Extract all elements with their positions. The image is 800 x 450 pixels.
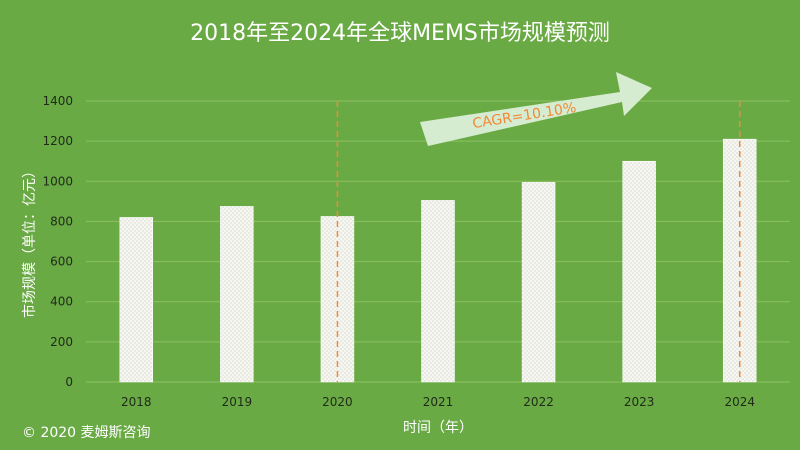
y-tick-label: 1200 <box>42 134 73 148</box>
y-tick-label: 400 <box>50 295 73 309</box>
x-tick-label: 2023 <box>624 395 655 409</box>
bar <box>622 160 656 383</box>
y-tick-label: 1000 <box>42 174 73 188</box>
chart-title: 2018年至2024年全球MEMS市场规模预测 <box>190 21 610 46</box>
dashed-markers <box>336 101 741 382</box>
cagr-annotation: CAGR=10.10% <box>420 72 652 146</box>
y-tick-label: 600 <box>50 255 73 269</box>
x-tick-label: 2022 <box>523 395 554 409</box>
x-tick-label: 2020 <box>322 395 353 409</box>
x-axis-label: 时间（年） <box>403 420 473 436</box>
y-tick-label: 800 <box>50 214 73 228</box>
x-axis-ticks: 2018 2019 2020 2021 2022 2023 2024 <box>121 395 755 409</box>
x-tick-label: 2019 <box>222 395 253 409</box>
copyright-text: © 2020 麦姆斯咨询 <box>22 425 151 441</box>
bar <box>421 200 455 383</box>
bar <box>521 182 556 383</box>
cagr-label: CAGR=10.10% <box>471 100 577 132</box>
cagr-arrow <box>420 72 652 146</box>
bar <box>220 206 254 383</box>
x-tick-label: 2021 <box>423 395 454 409</box>
x-tick-label: 2024 <box>724 395 755 409</box>
y-tick-label: 1400 <box>42 94 73 108</box>
bars <box>119 138 757 383</box>
bar <box>119 217 154 383</box>
x-tick-label: 2018 <box>121 395 152 409</box>
y-tick-label: 200 <box>50 335 73 349</box>
y-tick-label: 0 <box>65 375 73 389</box>
y-axis-ticks: 0 200 400 600 800 1000 1200 1400 <box>42 94 73 389</box>
y-axis-label: 市场规模（单位：亿元） <box>21 164 38 318</box>
